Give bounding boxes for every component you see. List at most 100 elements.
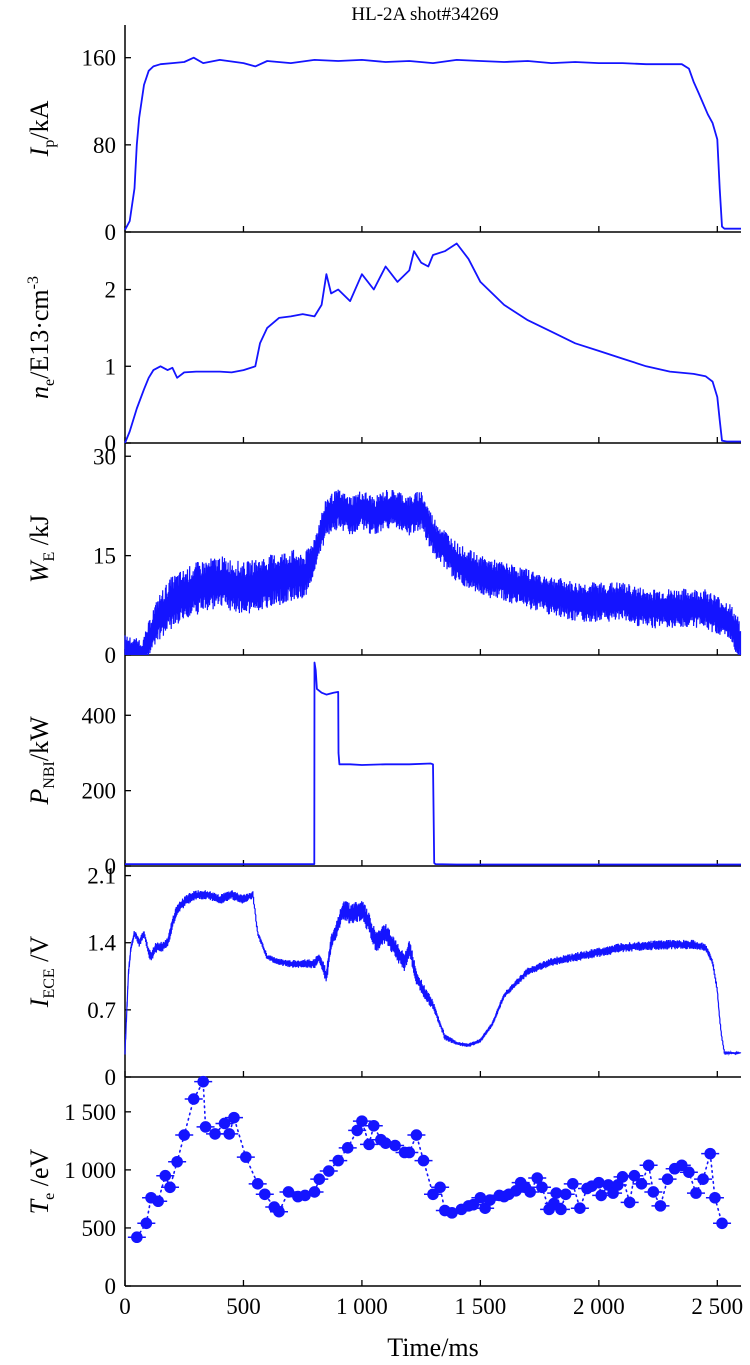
y-tick-label: 160 bbox=[82, 46, 117, 71]
te-point bbox=[240, 1151, 252, 1163]
te-point bbox=[152, 1195, 164, 1208]
te-point bbox=[282, 1186, 295, 1198]
te-point bbox=[661, 1173, 674, 1185]
y-label-unit: /kW bbox=[25, 716, 54, 761]
te-point bbox=[635, 1178, 648, 1190]
y-label-main: n bbox=[25, 386, 54, 399]
chart-title: HL-2A shot#34269 bbox=[351, 4, 498, 25]
te-point bbox=[403, 1146, 416, 1159]
y-axis-label-te: Te /eV bbox=[25, 1148, 58, 1214]
te-point bbox=[654, 1200, 667, 1212]
y-tick-label: 0 bbox=[105, 1274, 117, 1299]
y-label-unit: /E13·cm bbox=[25, 289, 54, 379]
y-label-sub: e bbox=[41, 379, 58, 386]
te-point bbox=[178, 1129, 191, 1141]
y-axis-label-pnbi: PNBI/kW bbox=[25, 716, 58, 806]
te-point bbox=[574, 1202, 586, 1215]
y-label-sup: -3 bbox=[25, 276, 42, 289]
y-label-unit: /kA bbox=[25, 100, 54, 139]
te-point bbox=[697, 1173, 709, 1185]
te-point bbox=[251, 1178, 264, 1190]
y-tick-label: 0 bbox=[105, 220, 117, 245]
te-point bbox=[218, 1117, 231, 1130]
te-point bbox=[642, 1159, 655, 1172]
te-point bbox=[197, 1075, 209, 1088]
y-tick-label: 0 bbox=[105, 431, 117, 456]
y-tick-label: 30 bbox=[93, 444, 116, 469]
te-point bbox=[258, 1188, 271, 1201]
y-label-sub: NBI bbox=[41, 761, 58, 789]
series-trace-we bbox=[124, 489, 742, 656]
y-tick-label: 500 bbox=[82, 1216, 117, 1241]
te-point bbox=[716, 1217, 728, 1230]
te-point bbox=[356, 1115, 368, 1127]
x-tick-label: 1 500 bbox=[455, 1294, 507, 1319]
te-point bbox=[559, 1188, 572, 1201]
y-tick-label: 0 bbox=[105, 1065, 117, 1090]
x-tick-label: 2 500 bbox=[691, 1294, 743, 1319]
y-label-sub: ECE bbox=[41, 968, 58, 998]
te-point bbox=[595, 1189, 608, 1202]
panel-we: 0 15 30 WE /kJ bbox=[25, 443, 742, 668]
y-axis-label-we: WE /kJ bbox=[25, 515, 58, 583]
te-point bbox=[341, 1142, 354, 1154]
te-point bbox=[171, 1155, 183, 1168]
te-dotted-line bbox=[136, 1078, 723, 1239]
te-point bbox=[140, 1217, 153, 1230]
y-axis-label-ne: ne/E13·cm-3 bbox=[25, 276, 58, 399]
te-point bbox=[209, 1128, 221, 1140]
te-point bbox=[434, 1181, 446, 1194]
y-tick-label: 0 bbox=[105, 643, 117, 668]
x-tick-label: 1 000 bbox=[336, 1294, 388, 1319]
te-point bbox=[417, 1154, 430, 1167]
y-label-main: W bbox=[25, 559, 54, 583]
series-line-pnbi bbox=[125, 661, 741, 866]
x-tick-label: 2 000 bbox=[573, 1294, 625, 1319]
panel-ne: 0 1 2 ne/E13·cm-3 bbox=[25, 232, 741, 456]
y-tick-label: 1 bbox=[105, 354, 117, 379]
y-tick-label: 0 bbox=[105, 854, 117, 879]
te-point bbox=[690, 1187, 702, 1199]
panel-ip: 0 80 160 Ip/kA bbox=[25, 25, 741, 245]
te-point bbox=[273, 1205, 285, 1218]
y-label-main: P bbox=[25, 789, 54, 806]
te-point bbox=[131, 1231, 143, 1244]
te-point bbox=[555, 1203, 567, 1216]
te-point bbox=[363, 1138, 375, 1151]
te-point bbox=[223, 1128, 236, 1140]
y-label-sub: E bbox=[41, 552, 58, 562]
y-axis-label-iece: IECE /V bbox=[25, 936, 58, 1009]
y-tick-label: 1.4 bbox=[87, 931, 116, 956]
y-label-unit: /eV bbox=[25, 1148, 54, 1192]
te-point bbox=[389, 1139, 401, 1152]
te-point bbox=[187, 1093, 200, 1105]
te-point bbox=[623, 1196, 636, 1209]
te-point bbox=[410, 1129, 423, 1141]
te-point bbox=[351, 1124, 363, 1137]
te-point bbox=[616, 1171, 629, 1183]
series-line-ne bbox=[124, 242, 741, 444]
te-point bbox=[704, 1147, 716, 1160]
y-label-sub: e bbox=[41, 1193, 58, 1200]
y-label-sub: p bbox=[41, 140, 58, 148]
y-tick-label: 1 500 bbox=[64, 1100, 116, 1125]
y-tick-label: 2 bbox=[105, 278, 117, 303]
te-point bbox=[524, 1186, 536, 1198]
series-trace-iece bbox=[124, 890, 742, 1056]
y-tick-label: 15 bbox=[93, 544, 116, 569]
te-point bbox=[228, 1111, 240, 1124]
te-point bbox=[550, 1187, 562, 1199]
te-point bbox=[313, 1173, 326, 1185]
y-label-unit: /kJ bbox=[25, 515, 54, 552]
te-point bbox=[427, 1188, 439, 1201]
te-point bbox=[164, 1181, 176, 1194]
y-axis-label-ip: Ip/kA bbox=[25, 100, 58, 157]
y-label-main: I bbox=[25, 146, 54, 157]
x-tick-label: 0 bbox=[119, 1294, 131, 1319]
te-point bbox=[566, 1178, 579, 1190]
te-point bbox=[531, 1172, 544, 1184]
te-point bbox=[159, 1169, 172, 1182]
